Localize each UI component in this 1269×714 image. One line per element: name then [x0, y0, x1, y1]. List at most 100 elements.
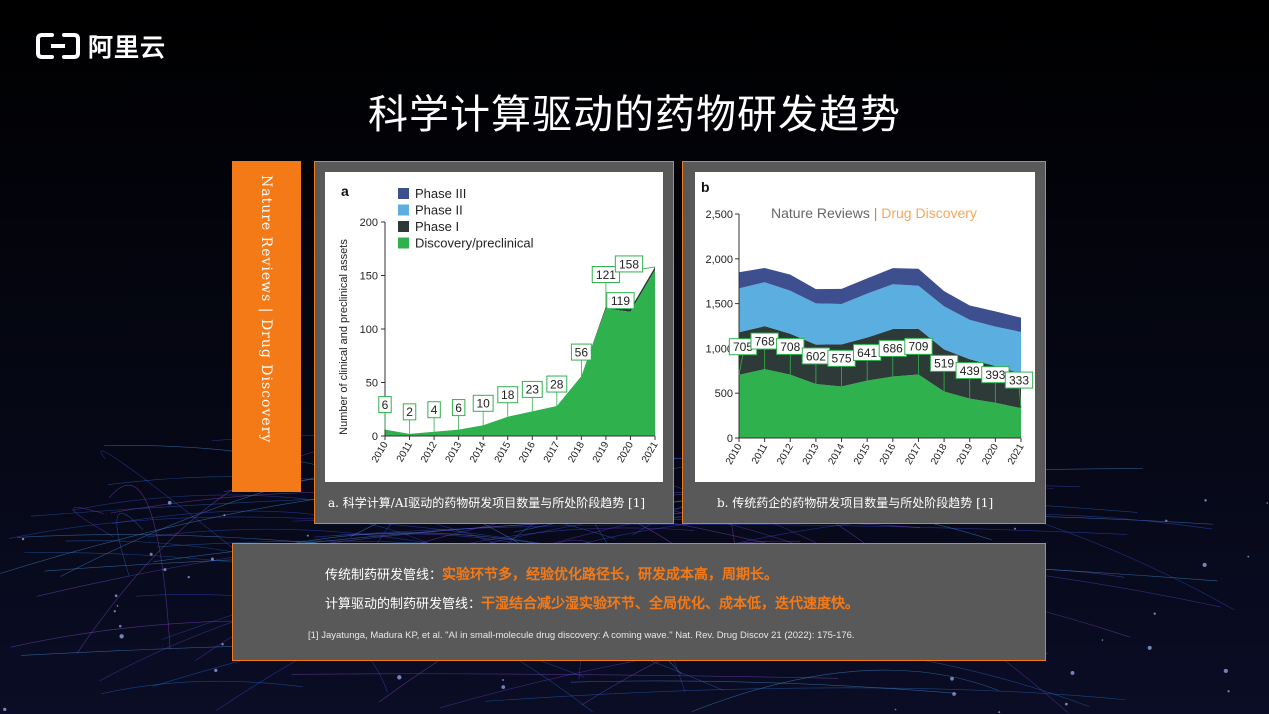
data-label-box	[546, 375, 568, 393]
data-label-box	[402, 403, 417, 421]
x-tick-label: 2019	[591, 440, 612, 465]
bg-network-line	[116, 513, 144, 577]
bg-network-dot	[1247, 555, 1250, 558]
computational-pipeline-line: 计算驱动的制药研发管线：干湿结合减少湿实验环节、全局优化、成本低，迭代速度快。	[325, 593, 859, 613]
bg-network-dot	[167, 500, 172, 505]
x-tick-label: 2016	[517, 440, 538, 465]
side-tab-label: Nature Reviews | Drug Discovery	[258, 175, 274, 444]
bg-network-dot	[501, 685, 506, 689]
data-label-box	[497, 386, 519, 404]
data-label-box	[591, 266, 621, 284]
bg-network-line	[100, 680, 303, 695]
data-label-box	[614, 255, 644, 273]
legend-label: Phase II	[415, 203, 463, 218]
bg-network-dot	[1070, 671, 1075, 675]
bg-network-line	[72, 507, 114, 537]
x-tick-label: 2014	[468, 440, 489, 465]
data-label: 768	[755, 334, 775, 348]
bg-network-line	[485, 687, 1126, 702]
bg-network-dot	[116, 605, 119, 607]
y-tick-label: 0	[372, 431, 378, 443]
bg-network-dot	[1147, 645, 1152, 650]
bg-network-dot	[950, 676, 954, 681]
data-label-box	[776, 337, 805, 355]
bg-network-dot	[952, 692, 956, 696]
bg-network-line	[691, 669, 1000, 712]
bg-network-dot	[397, 675, 402, 680]
bg-network-dot	[223, 514, 226, 517]
chart-a-figure: 0 50 100 150 200 2010 2011 2012 2013 2014 2015 2016…	[325, 172, 663, 482]
series-discovery-area	[385, 270, 655, 436]
x-tick-label: 2018	[566, 440, 587, 465]
series-area-0	[739, 369, 1021, 438]
legend-swatch	[398, 204, 409, 216]
traditional-pipeline-line: 传统制药研发管线：实验环节多，经验优化路径长，研发成本高，周期长。	[325, 564, 778, 584]
y-tick-label: 50	[366, 378, 378, 390]
x-tick-label: 2016	[878, 442, 899, 467]
data-label: 602	[806, 349, 826, 363]
bg-network-dot	[1223, 668, 1228, 674]
x-tick-label: 2015	[493, 440, 514, 465]
data-label: 6	[382, 398, 389, 412]
data-label-leader	[738, 353, 744, 375]
bg-network-dot	[214, 668, 218, 672]
x-tick-label: 2021	[1006, 442, 1027, 467]
legend-label: Phase I	[415, 219, 459, 234]
data-label-box	[451, 399, 466, 417]
data-label: 18	[501, 388, 515, 402]
x-tick-label: 2015	[852, 442, 873, 467]
bg-network-dot	[894, 708, 897, 711]
series-area-1	[739, 326, 1021, 409]
x-tick-label: 2020	[980, 442, 1001, 467]
y-tick-label: 500	[715, 388, 733, 400]
traditional-pipeline-label: 传统制药研发管线：	[325, 568, 443, 583]
bg-network-dot	[1204, 499, 1207, 502]
data-label: 709	[908, 340, 928, 354]
computational-pipeline-highlight: 干湿结合减少湿实验环节、全局优化、成本低，迭代速度快。	[481, 596, 860, 612]
y-tick-label: 2,000	[705, 254, 733, 266]
data-label: 56	[575, 345, 589, 359]
data-label: 6	[455, 401, 462, 415]
title-part-section: Drug Discovery	[877, 205, 977, 221]
bg-network-line	[570, 680, 957, 694]
title-part-journal: Nature Reviews	[771, 205, 874, 221]
data-label: 333	[1009, 373, 1029, 387]
series-area-3	[739, 267, 1021, 333]
title-part-separator: |	[874, 205, 878, 221]
data-label: 4	[431, 403, 438, 417]
bg-network-dot	[1202, 562, 1207, 568]
data-label-box	[606, 292, 635, 310]
x-tick-label: 2018	[929, 442, 950, 467]
panel-letter: a	[341, 183, 349, 199]
bg-network-dot	[306, 534, 309, 537]
y-tick-label: 200	[360, 217, 378, 229]
data-label: 519	[934, 357, 954, 371]
data-label: 2	[406, 405, 413, 419]
data-label: 158	[619, 257, 639, 271]
bg-network-line	[291, 673, 838, 679]
traditional-pipeline-highlight: 实验环节多，经验优化路径长，研发成本高，周期长。	[442, 567, 779, 583]
data-label: 393	[985, 368, 1005, 382]
bg-network-dot	[1266, 502, 1269, 504]
data-label: 121	[596, 268, 616, 282]
data-label: 575	[832, 352, 852, 366]
panel-letter: b	[701, 179, 710, 195]
page-title: 科学计算驱动的药物研发趋势	[368, 92, 901, 138]
y-tick-label: 1,500	[705, 299, 733, 311]
chart-a-caption: a. 科学计算/AI驱动的药物研发项目数量与所处阶段趋势 [1]	[328, 496, 646, 510]
chart-b-caption: b. 传统药企的药物研发项目数量与所处阶段趋势 [1]	[717, 496, 994, 510]
bg-network-dot	[119, 634, 124, 639]
data-label-box	[427, 401, 441, 419]
chart-a: 0 50 100 150 200 2010 2011 2012 2013 2014 2015 2016…	[338, 183, 661, 465]
y-axis-title: Number of clinical and preclinical asset…	[338, 239, 350, 435]
data-label: 686	[883, 342, 903, 356]
y-tick-label: 100	[360, 324, 378, 336]
bg-network-dot	[998, 711, 1001, 714]
reference-citation: [1] Jayatunga, Madura KP, et al. "AI in …	[308, 630, 855, 641]
journal-side-tab: Nature Reviews | Drug Discovery	[232, 161, 301, 492]
y-tick-label: 1,000	[705, 343, 733, 355]
data-label-box	[378, 396, 392, 414]
series-area-2	[739, 282, 1021, 374]
chart-b-figure: 0 500 1,000 1,500 2,000 2,500 2010 2011 2012 2013…	[695, 172, 1035, 482]
x-tick-label: 2017	[903, 442, 924, 467]
